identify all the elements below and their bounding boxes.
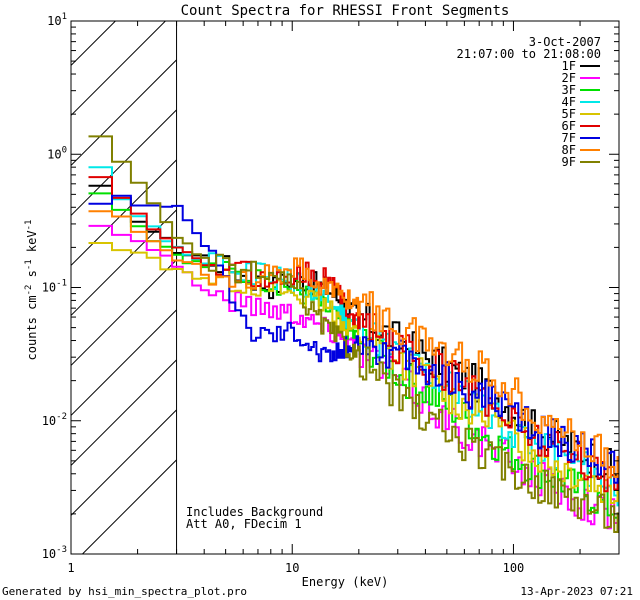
legend-label-2f: 2F (562, 71, 576, 85)
x-axis-label: Energy (keV) (302, 575, 389, 589)
series-2f (88, 224, 619, 530)
annotation-attenuator: Att A0, FDecim 1 (186, 517, 302, 531)
y-tick-label: 10-1 (42, 279, 67, 295)
series-5f (88, 242, 619, 504)
y-axis-label: counts cm-2 s-1 keV-1 (24, 220, 39, 361)
legend-label-5f: 5F (562, 107, 576, 121)
x-tick-label: 100 (503, 561, 525, 575)
legend-label-7f: 7F (562, 131, 576, 145)
date-label: 3-Oct-2007 (529, 35, 601, 49)
y-tick-label: 101 (47, 12, 67, 28)
legend-label-6f: 6F (562, 119, 576, 133)
y-tick-label: 100 (47, 145, 67, 161)
series-9f (88, 135, 619, 533)
x-axis: 1 10 100 (67, 21, 620, 575)
legend-label-9f: 9F (562, 155, 576, 169)
y-tick-label: 10-3 (42, 545, 67, 561)
legend-label-3f: 3F (562, 83, 576, 97)
legend-label-1f: 1F (562, 59, 576, 73)
legend-label-8f: 8F (562, 143, 576, 157)
annotation-background: Includes Background (186, 505, 323, 519)
y-tick-label: 10-2 (42, 412, 67, 428)
series-4f (88, 166, 619, 507)
y-axis: 10-3 10-2 10-1 100 101 (42, 12, 619, 561)
x-tick-label: 10 (285, 561, 299, 575)
time-range-label: 21:07:00 to 21:08:00 (457, 47, 602, 61)
chart-title: Count Spectra for RHESSI Front Segments (181, 3, 510, 19)
hatch-region (71, 21, 178, 554)
legend-label-4f: 4F (562, 95, 576, 109)
x-tick-label: 1 (67, 561, 74, 575)
footer-generated-by: Generated by hsi_min_spectra_plot.pro (2, 585, 247, 598)
series-group (88, 135, 619, 533)
series-3f (88, 192, 619, 527)
footer-timestamp: 13-Apr-2023 07:21 (520, 585, 633, 598)
plot-frame (70, 20, 620, 555)
